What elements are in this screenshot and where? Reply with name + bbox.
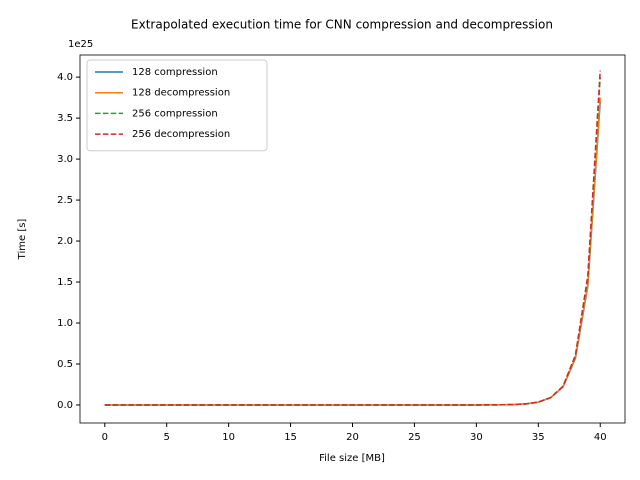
legend-box (86, 59, 268, 152)
x-tick-label: 0 (102, 432, 108, 443)
legend-label: 128 decompression (132, 88, 230, 99)
legend-label: 128 compression (132, 67, 218, 78)
x-tick-label: 25 (408, 432, 421, 443)
y-tick-label: 3.0 (57, 154, 73, 165)
x-tick-label: 15 (284, 432, 297, 443)
legend-label: 256 decompression (132, 129, 230, 140)
y-tick-label: 0.5 (57, 359, 73, 370)
data-line (104, 70, 601, 406)
y-tick-label: 3.5 (57, 113, 73, 124)
x-tick-label: 35 (532, 432, 545, 443)
y-tick-label: 0.0 (57, 400, 73, 411)
y-tick-label: 2.5 (57, 195, 73, 206)
legend-label: 256 compression (132, 108, 218, 119)
y-axis-label: Time [s] (17, 219, 28, 261)
chart-title: Extrapolated execution time for CNN comp… (131, 18, 553, 32)
x-tick-label: 5 (164, 432, 170, 443)
y-tick-label: 1.5 (57, 277, 73, 288)
x-tick-label: 40 (594, 432, 607, 443)
x-tick-label: 30 (470, 432, 483, 443)
x-tick-label: 20 (346, 432, 359, 443)
axes-frame (79, 54, 626, 424)
y-offset-label: 1e25 (68, 39, 93, 50)
x-axis-label: File size [MB] (319, 453, 385, 464)
plot-area (104, 70, 601, 406)
x-tick-label: 10 (222, 432, 235, 443)
y-tick-label: 4.0 (57, 72, 73, 83)
y-tick-label: 1.0 (57, 318, 73, 329)
y-tick-label: 2.0 (57, 236, 73, 247)
